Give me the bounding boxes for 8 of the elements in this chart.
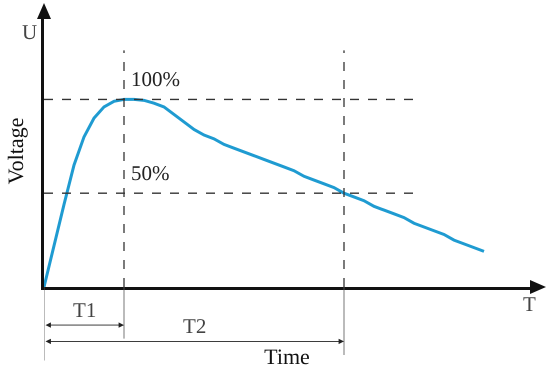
y-axis-title: Voltage [3, 118, 28, 184]
x-axis-title: Time [264, 344, 310, 370]
text: T [523, 292, 536, 316]
ref-line-label: 100% [131, 67, 180, 91]
text: U [22, 20, 38, 44]
text: T1 [73, 298, 96, 322]
text: T2 [183, 314, 206, 338]
ref-line-label: 50% [131, 161, 170, 185]
